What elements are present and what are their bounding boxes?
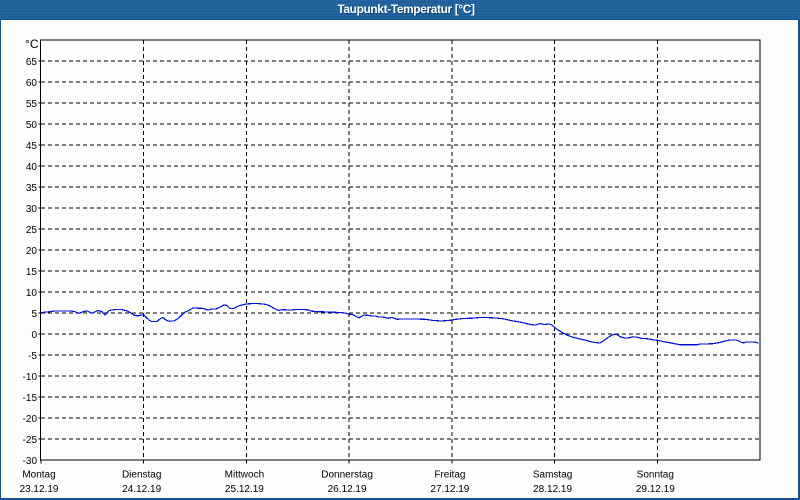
svg-text:27.12.19: 27.12.19 (430, 484, 469, 495)
svg-text:Samstag: Samstag (533, 470, 572, 481)
svg-text:10: 10 (26, 288, 38, 299)
svg-text:15: 15 (26, 267, 38, 278)
svg-text:5: 5 (31, 309, 37, 320)
svg-text:45: 45 (26, 141, 38, 152)
svg-text:60: 60 (26, 78, 38, 89)
svg-text:0: 0 (31, 330, 37, 341)
svg-text:-15: -15 (23, 393, 38, 404)
svg-text:40: 40 (26, 162, 38, 173)
svg-text:26.12.19: 26.12.19 (328, 484, 367, 495)
svg-text:Sonntag: Sonntag (637, 470, 674, 481)
svg-text:Montag: Montag (22, 470, 55, 481)
svg-text:-20: -20 (23, 414, 38, 425)
svg-text:29.12.19: 29.12.19 (636, 484, 675, 495)
svg-text:30: 30 (26, 204, 38, 215)
svg-text:-30: -30 (23, 456, 38, 467)
svg-text:28.12.19: 28.12.19 (533, 484, 572, 495)
svg-text:Donnerstag: Donnerstag (321, 470, 373, 481)
svg-text:Dienstag: Dienstag (122, 470, 161, 481)
svg-text:20: 20 (26, 246, 38, 257)
svg-text:-25: -25 (23, 435, 38, 446)
svg-text:-10: -10 (23, 372, 38, 383)
svg-text:55: 55 (26, 99, 38, 110)
svg-text:50: 50 (26, 120, 38, 131)
svg-text:25.12.19: 25.12.19 (225, 484, 264, 495)
svg-text:23.12.19: 23.12.19 (20, 484, 59, 495)
svg-text:25: 25 (26, 225, 38, 236)
svg-text:65: 65 (26, 57, 38, 68)
svg-text:°C: °C (25, 37, 39, 51)
svg-text:Freitag: Freitag (434, 470, 465, 481)
svg-text:Mittwoch: Mittwoch (225, 470, 264, 481)
svg-text:24.12.19: 24.12.19 (122, 484, 161, 495)
svg-text:35: 35 (26, 183, 38, 194)
svg-text:-5: -5 (28, 351, 37, 362)
